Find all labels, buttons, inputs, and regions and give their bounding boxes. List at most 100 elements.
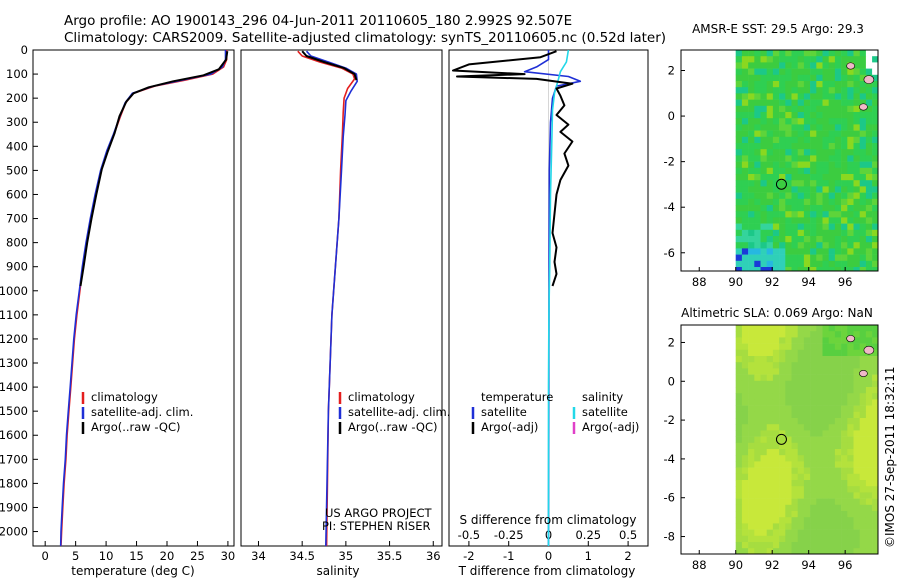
heatmap-cell	[847, 267, 854, 272]
heatmap-cell	[859, 486, 867, 493]
heatmap-cell	[741, 511, 749, 518]
heatmap-cell	[779, 74, 786, 82]
heatmap-cell	[828, 99, 836, 107]
heatmap-cell	[785, 542, 792, 549]
legend-label: Argo(-adj)	[481, 420, 538, 434]
heatmap-cell	[803, 486, 811, 493]
heatmap-cell	[735, 217, 743, 224]
heatmap-cell	[803, 325, 811, 332]
heatmap-cell	[872, 87, 879, 94]
heatmap-cell	[741, 217, 749, 224]
heatmap-cell	[760, 223, 767, 231]
heatmap-cell	[779, 467, 786, 475]
heatmap-cell	[847, 68, 854, 76]
heatmap-cell	[760, 349, 767, 357]
heatmap-cell	[754, 387, 761, 394]
heatmap-cell	[735, 186, 743, 193]
heatmap-cell	[834, 124, 842, 131]
heatmap-cell	[760, 68, 767, 76]
heatmap-cell	[859, 118, 867, 125]
heatmap-cell	[859, 548, 867, 555]
heatmap-cell	[797, 161, 805, 169]
heatmap-cell	[766, 380, 774, 388]
heatmap-cell	[810, 492, 817, 499]
heatmap-cell	[872, 362, 879, 369]
heatmap-cell	[816, 62, 823, 69]
heatmap-cell	[791, 112, 798, 119]
heatmap-cell	[859, 68, 867, 76]
heatmap-cell	[828, 349, 836, 357]
heatmap-cell	[853, 242, 860, 249]
x-top-tick-label: 0.25	[575, 528, 601, 542]
heatmap-cell	[865, 105, 873, 113]
heatmap-cell	[816, 223, 823, 231]
heatmap-cell	[865, 325, 873, 332]
heatmap-cell	[772, 325, 780, 332]
heatmap-cell	[791, 87, 798, 94]
series-line-temperature-argo-adj-	[452, 50, 574, 287]
heatmap-cell	[841, 393, 848, 400]
heatmap-cell	[847, 523, 854, 530]
heatmap-cell	[865, 229, 873, 237]
heatmap-cell	[779, 155, 786, 162]
heatmap-cell	[760, 393, 767, 400]
heatmap-cell	[803, 81, 811, 88]
heatmap-cell	[803, 511, 811, 518]
heatmap-cell	[841, 223, 848, 231]
heatmap-cell	[735, 411, 743, 419]
heatmap-cell	[754, 99, 761, 107]
heatmap-cell	[828, 56, 836, 63]
heatmap-cell	[748, 362, 755, 369]
heatmap-cell	[754, 492, 761, 499]
heatmap-cell	[760, 161, 767, 169]
heatmap-cell	[760, 387, 767, 394]
heatmap-cell	[847, 198, 854, 206]
heatmap-cell	[779, 374, 786, 382]
heatmap-cell	[828, 356, 836, 363]
heatmap-cell	[865, 492, 873, 499]
heatmap-cell	[754, 180, 761, 187]
heatmap-cell	[847, 229, 854, 237]
heatmap-cell	[847, 374, 854, 382]
heatmap-cell	[872, 523, 879, 530]
heatmap-cell	[853, 399, 860, 406]
heatmap-cell	[834, 161, 842, 169]
heatmap-cell	[841, 180, 848, 187]
heatmap-cell	[748, 236, 755, 243]
heatmap-cell	[785, 523, 792, 530]
heatmap-cell	[754, 112, 761, 119]
heatmap-cell	[841, 455, 848, 462]
heatmap-cell	[803, 93, 811, 100]
heatmap-cell	[853, 211, 860, 218]
heatmap-cell	[779, 192, 786, 200]
heatmap-cell	[828, 542, 836, 549]
heatmap-cell	[772, 205, 780, 212]
heatmap-cell	[785, 411, 792, 419]
heatmap-cell	[766, 430, 774, 437]
heatmap-cell	[791, 267, 798, 272]
heatmap-cell	[828, 155, 836, 162]
heatmap-cell	[853, 436, 860, 444]
heatmap-cell	[834, 87, 842, 94]
heatmap-cell	[834, 442, 842, 450]
heatmap-cell	[810, 105, 817, 113]
heatmap-cell	[748, 267, 755, 272]
heatmap-cell	[834, 198, 842, 206]
heatmap-cell	[779, 461, 786, 468]
heatmap-cell	[859, 430, 867, 437]
heatmap-cell	[791, 68, 798, 76]
heatmap-cell	[828, 217, 836, 224]
heatmap-cell	[841, 93, 848, 100]
heatmap-cell	[748, 105, 755, 113]
heatmap-cell	[828, 473, 836, 481]
heatmap-cell	[859, 418, 867, 425]
heatmap-cell	[754, 242, 761, 249]
heatmap-cell	[810, 260, 817, 268]
land-patch	[859, 370, 868, 378]
heatmap-cell	[853, 105, 860, 113]
heatmap-cell	[785, 529, 792, 537]
heatmap-cell	[748, 511, 755, 518]
heatmap-cell	[859, 529, 867, 537]
heatmap-cell	[779, 411, 786, 419]
heatmap-cell	[791, 236, 798, 243]
